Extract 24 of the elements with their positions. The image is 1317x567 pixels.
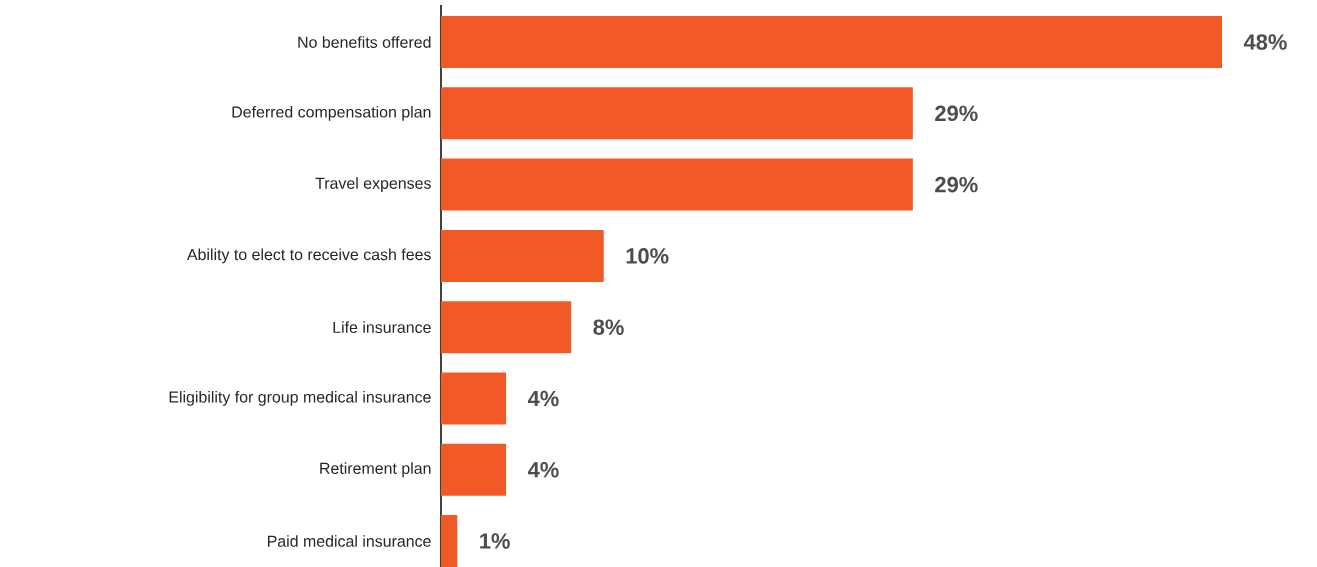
bar — [441, 372, 507, 425]
y-tick-label: Retirement plan — [320, 462, 431, 478]
y-tick-label: Life insurance — [333, 321, 431, 334]
bar — [441, 229, 604, 282]
y-tick-label: Paid medical insurance — [267, 535, 431, 547]
data-label: 8% — [593, 319, 624, 335]
bar — [441, 514, 458, 567]
bar — [441, 301, 572, 354]
y-tick-label: Travel expenses — [315, 177, 431, 193]
data-label: 10% — [626, 248, 669, 264]
bar — [441, 443, 507, 496]
data-label: 4% — [527, 390, 559, 407]
y-tick-label: Ability to elect to receive cash fees — [186, 248, 431, 264]
data-label: 4% — [527, 462, 559, 478]
y-tick-label: Deferred compensation plan — [232, 105, 431, 121]
data-label: 29% — [935, 176, 978, 193]
data-label: 1% — [480, 533, 510, 549]
data-label: 48% — [1243, 34, 1287, 50]
bar — [441, 87, 913, 140]
y-tick-label: No benefits offered — [298, 36, 431, 48]
bar — [441, 16, 1223, 69]
y-tick-label: Eligibility for group medical insurance — [169, 391, 431, 406]
bar — [441, 158, 913, 211]
data-label: 29% — [935, 105, 978, 122]
